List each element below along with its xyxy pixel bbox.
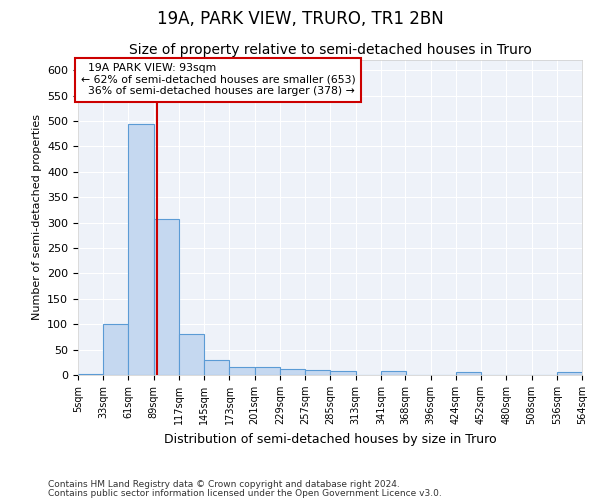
Text: Contains public sector information licensed under the Open Government Licence v3: Contains public sector information licen… xyxy=(48,488,442,498)
Bar xyxy=(78,374,103,375)
Bar xyxy=(557,372,582,375)
Bar xyxy=(229,368,255,375)
Bar xyxy=(128,124,154,375)
Bar xyxy=(255,368,280,375)
Y-axis label: Number of semi-detached properties: Number of semi-detached properties xyxy=(32,114,41,320)
Bar xyxy=(154,219,179,375)
Bar xyxy=(456,372,481,375)
Bar xyxy=(381,371,406,375)
X-axis label: Distribution of semi-detached houses by size in Truro: Distribution of semi-detached houses by … xyxy=(164,432,496,446)
Bar xyxy=(103,324,128,375)
Bar xyxy=(179,334,204,375)
Text: Contains HM Land Registry data © Crown copyright and database right 2024.: Contains HM Land Registry data © Crown c… xyxy=(48,480,400,489)
Bar xyxy=(331,371,356,375)
Bar xyxy=(305,370,331,375)
Title: Size of property relative to semi-detached houses in Truro: Size of property relative to semi-detach… xyxy=(128,44,532,58)
Text: 19A, PARK VIEW, TRURO, TR1 2BN: 19A, PARK VIEW, TRURO, TR1 2BN xyxy=(157,10,443,28)
Bar xyxy=(204,360,229,375)
Bar xyxy=(280,369,305,375)
Text: 19A PARK VIEW: 93sqm  
← 62% of semi-detached houses are smaller (653)
  36% of : 19A PARK VIEW: 93sqm ← 62% of semi-detac… xyxy=(80,63,355,96)
